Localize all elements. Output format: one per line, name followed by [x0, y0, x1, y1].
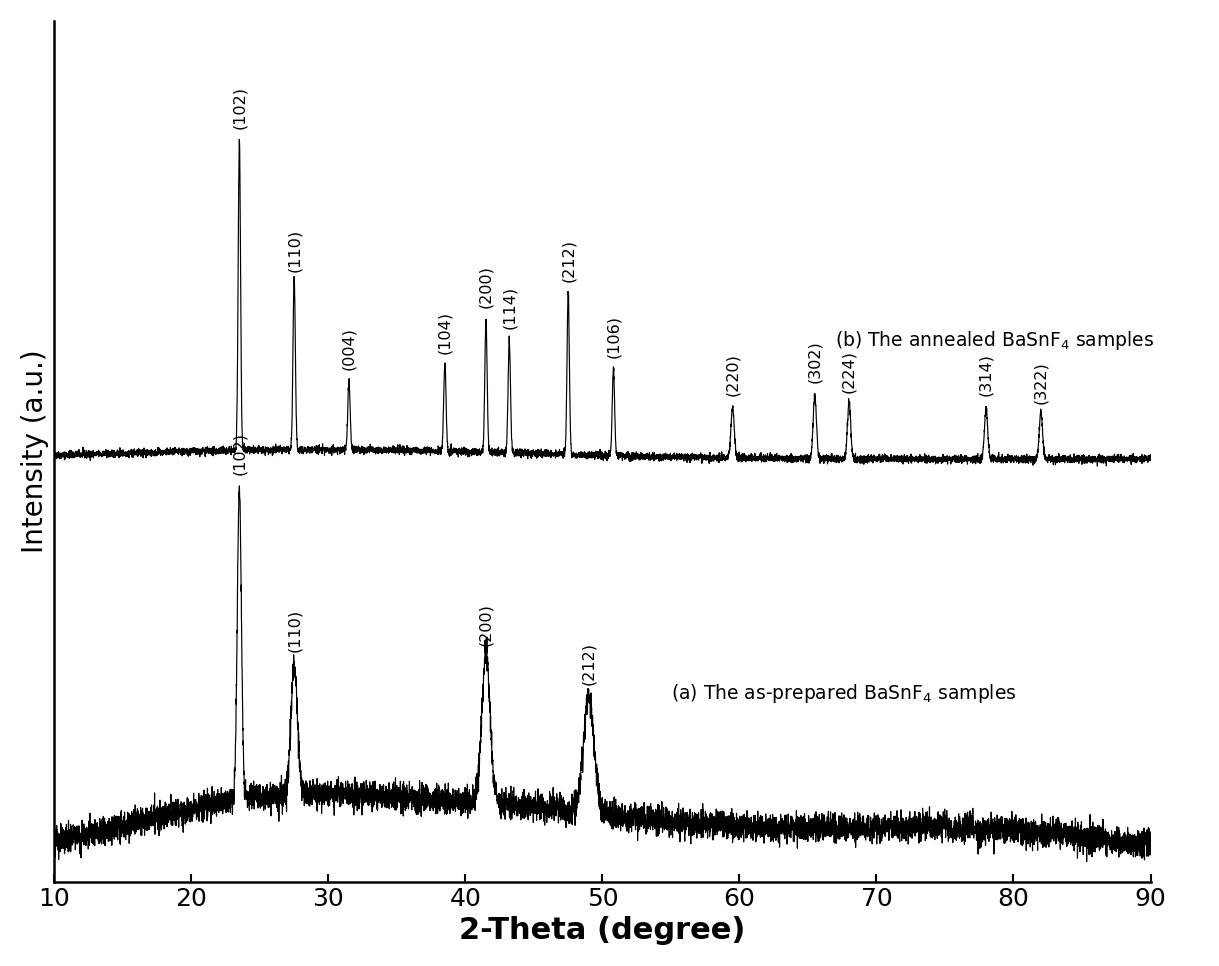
Text: (a) The as-prepared BaSnF$_4$ samples: (a) The as-prepared BaSnF$_4$ samples: [670, 682, 1017, 705]
Text: (212): (212): [561, 239, 575, 282]
Text: (200): (200): [479, 266, 494, 308]
X-axis label: 2-Theta (degree): 2-Theta (degree): [460, 916, 746, 945]
Text: (302): (302): [807, 340, 823, 383]
Text: (114): (114): [502, 286, 517, 328]
Text: (224): (224): [841, 350, 857, 392]
Text: (200): (200): [479, 603, 494, 646]
Text: (110): (110): [286, 229, 301, 271]
Text: (102): (102): [232, 86, 247, 128]
Text: (212): (212): [581, 641, 596, 685]
Text: (106): (106): [606, 315, 620, 357]
Text: (104): (104): [438, 311, 452, 354]
Text: (004): (004): [341, 327, 356, 370]
Text: (220): (220): [725, 353, 740, 396]
Text: (b) The annealed BaSnF$_4$ samples: (b) The annealed BaSnF$_4$ samples: [835, 328, 1154, 352]
Text: (102): (102): [232, 432, 247, 475]
Text: (322): (322): [1034, 361, 1048, 404]
Text: (314): (314): [979, 353, 993, 396]
Text: (110): (110): [286, 610, 301, 652]
Y-axis label: Intensity (a.u.): Intensity (a.u.): [21, 350, 49, 554]
